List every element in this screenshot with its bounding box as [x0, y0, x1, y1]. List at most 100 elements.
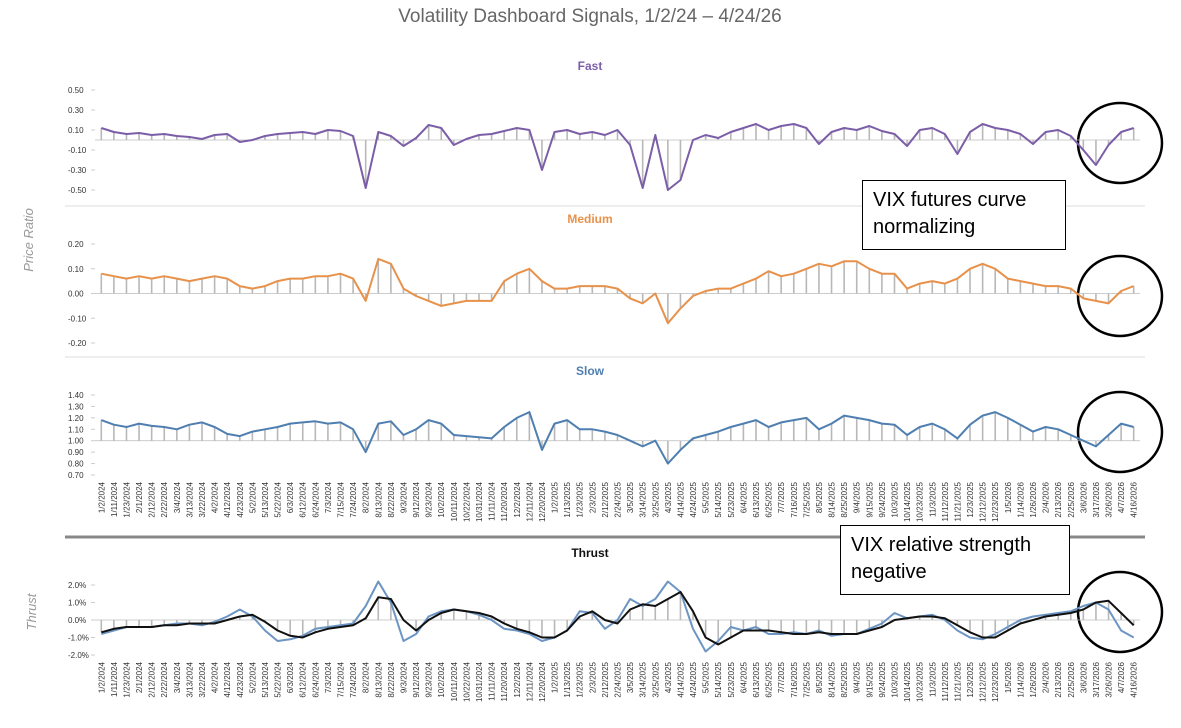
x-tick-label: 3/4/2024: [173, 481, 182, 513]
bar: [767, 130, 770, 140]
bar: [830, 423, 833, 441]
x-tick-label: 4/23/2024: [236, 661, 245, 697]
bar: [944, 429, 946, 441]
bar: [604, 286, 606, 294]
x-tick-label: 2/3/2025: [588, 661, 597, 693]
x-tick-label: 4/2/2024: [211, 661, 220, 693]
x-tick-label: 7/7/2025: [777, 481, 786, 513]
bar: [490, 438, 493, 441]
bar: [440, 293, 443, 306]
y-tick-label: 0.10: [68, 126, 84, 135]
bar: [1120, 132, 1122, 140]
bar: [1032, 283, 1034, 294]
x-tick-label: 3/22/2024: [198, 661, 207, 697]
bar: [327, 276, 329, 294]
bar: [553, 423, 556, 441]
x-tick-label: 4/16/2026: [1130, 481, 1139, 517]
x-tick-label: 2/24/2025: [614, 661, 623, 697]
bar: [981, 263, 984, 294]
series-line: [101, 580, 1135, 653]
bar: [755, 124, 757, 140]
bar: [944, 134, 946, 140]
bar: [289, 278, 291, 294]
bar: [1082, 140, 1085, 150]
x-tick-label: 11/12/2025: [941, 661, 950, 701]
bar: [427, 293, 430, 301]
bar: [213, 135, 216, 140]
bar: [667, 293, 669, 324]
x-tick-label: 9/3/2024: [400, 661, 409, 693]
bar: [327, 620, 329, 629]
series-line: [101, 591, 1135, 646]
bar: [390, 136, 392, 140]
x-tick-label: 3/13/2024: [185, 481, 194, 517]
x-tick-label: 7/24/2024: [349, 481, 358, 517]
bar: [843, 261, 845, 294]
bar: [314, 276, 317, 294]
bar: [289, 133, 291, 140]
x-tick-label: 4/14/2025: [677, 661, 686, 697]
y-axis-label: Price Ratio: [21, 208, 36, 272]
x-tick-label: 4/7/2026: [1117, 481, 1126, 513]
y-tick-label: 0.30: [68, 106, 84, 115]
x-tick-label: 8/22/2024: [387, 661, 396, 697]
bar: [453, 609, 455, 620]
bar: [730, 620, 732, 638]
bar: [276, 427, 279, 441]
bar: [956, 278, 959, 294]
bar: [528, 412, 531, 441]
x-tick-label: 5/13/2024: [261, 661, 270, 697]
bar: [1019, 134, 1022, 140]
x-tick-label: 5/22/2024: [274, 661, 283, 697]
bar: [1019, 424, 1022, 441]
x-tick-label: 10/2/2024: [437, 661, 446, 697]
bar: [704, 435, 707, 441]
bar: [956, 140, 959, 154]
x-tick-label: 1/2/2025: [551, 661, 560, 693]
x-tick-label: 3/17/2026: [1092, 661, 1101, 697]
bar: [1069, 136, 1072, 140]
bar: [994, 268, 997, 294]
x-tick-label: 10/11/2024: [450, 661, 459, 701]
bar: [150, 278, 153, 294]
x-tick-label: 12/2/2024: [513, 481, 522, 517]
bar: [301, 422, 304, 441]
bar: [515, 417, 518, 441]
bar: [641, 140, 644, 188]
bar: [805, 128, 808, 140]
bar: [201, 278, 203, 294]
x-tick-label: 6/3/2024: [286, 481, 295, 513]
x-tick-label: 8/25/2025: [840, 481, 849, 517]
bar: [553, 288, 556, 294]
x-tick-label: 1/23/2025: [576, 661, 585, 697]
bar: [855, 417, 858, 441]
bar: [755, 278, 757, 294]
highlight-circle: [1076, 254, 1164, 338]
bar: [717, 431, 720, 441]
bar: [138, 133, 140, 140]
bar: [364, 140, 367, 188]
bar: [805, 417, 808, 441]
x-tick-label: 9/3/2024: [400, 481, 409, 513]
bar: [931, 616, 934, 620]
bar: [1095, 140, 1097, 165]
x-tick-label: 9/23/2024: [425, 661, 434, 697]
bar: [981, 620, 984, 638]
bar: [956, 620, 959, 626]
y-tick-label: -1.0%: [68, 634, 89, 643]
y-tick-label: 0.10: [68, 265, 84, 274]
bar: [780, 620, 782, 633]
x-tick-label: 10/23/2025: [916, 481, 925, 522]
bar: [868, 126, 871, 140]
y-tick-label: 0.50: [68, 86, 84, 95]
bar: [415, 429, 417, 441]
bar: [1032, 140, 1034, 144]
bar: [213, 276, 216, 294]
x-tick-label: 7/3/2024: [324, 661, 333, 693]
bar: [415, 293, 417, 296]
bar: [453, 140, 455, 145]
bar: [1082, 609, 1085, 620]
x-tick-label: 2/12/2024: [148, 481, 157, 517]
x-tick-label: 3/17/2026: [1092, 481, 1101, 517]
